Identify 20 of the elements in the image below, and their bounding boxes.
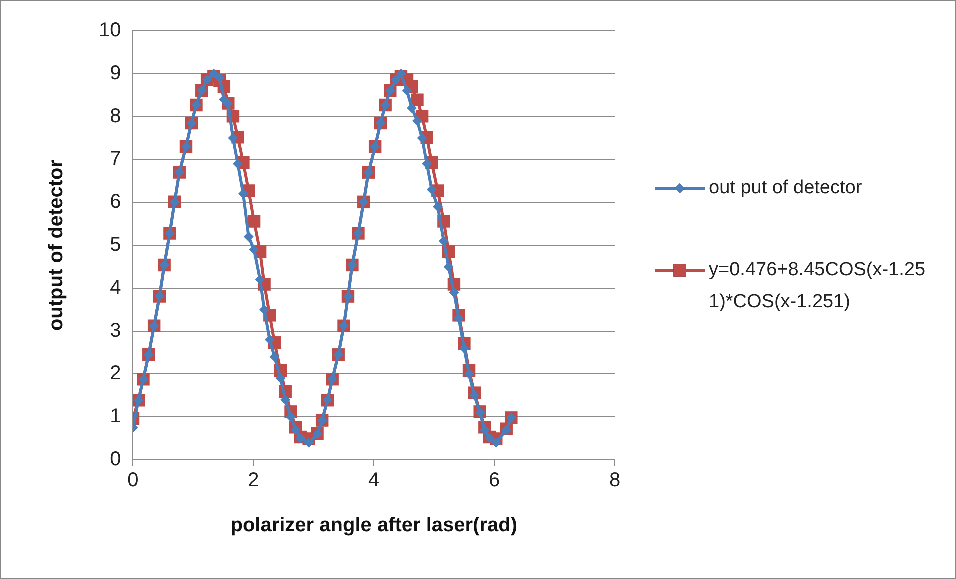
x-axis-title: polarizer angle after laser(rad) xyxy=(230,514,518,537)
x-tick-label: 2 xyxy=(248,470,260,492)
y-tick-label: 3 xyxy=(110,320,122,342)
x-tick-label: 4 xyxy=(368,470,380,492)
legend-label: out put of detector xyxy=(709,178,863,199)
x-tick-label: 6 xyxy=(489,470,500,492)
y-tick-label: 7 xyxy=(110,148,122,170)
x-tick-label: 0 xyxy=(128,470,139,492)
y-tick-label: 2 xyxy=(110,362,122,385)
y-axis-title: output of detector xyxy=(46,160,68,332)
y-tick-label: 0 xyxy=(110,448,122,471)
y-tick-label: 5 xyxy=(110,234,122,256)
y-tick-label: 4 xyxy=(110,276,122,299)
legend-label: y=0.476+8.45COS(x-1.251)*COS(x-1.251) xyxy=(709,260,926,313)
y-tick-label: 1 xyxy=(110,406,122,428)
y-tick-label: 8 xyxy=(110,105,122,128)
y-tick-label: 10 xyxy=(98,20,122,42)
x-tick-label: 8 xyxy=(609,470,621,492)
y-tick-label: 9 xyxy=(110,62,122,84)
y-tick-label: 6 xyxy=(110,191,122,214)
